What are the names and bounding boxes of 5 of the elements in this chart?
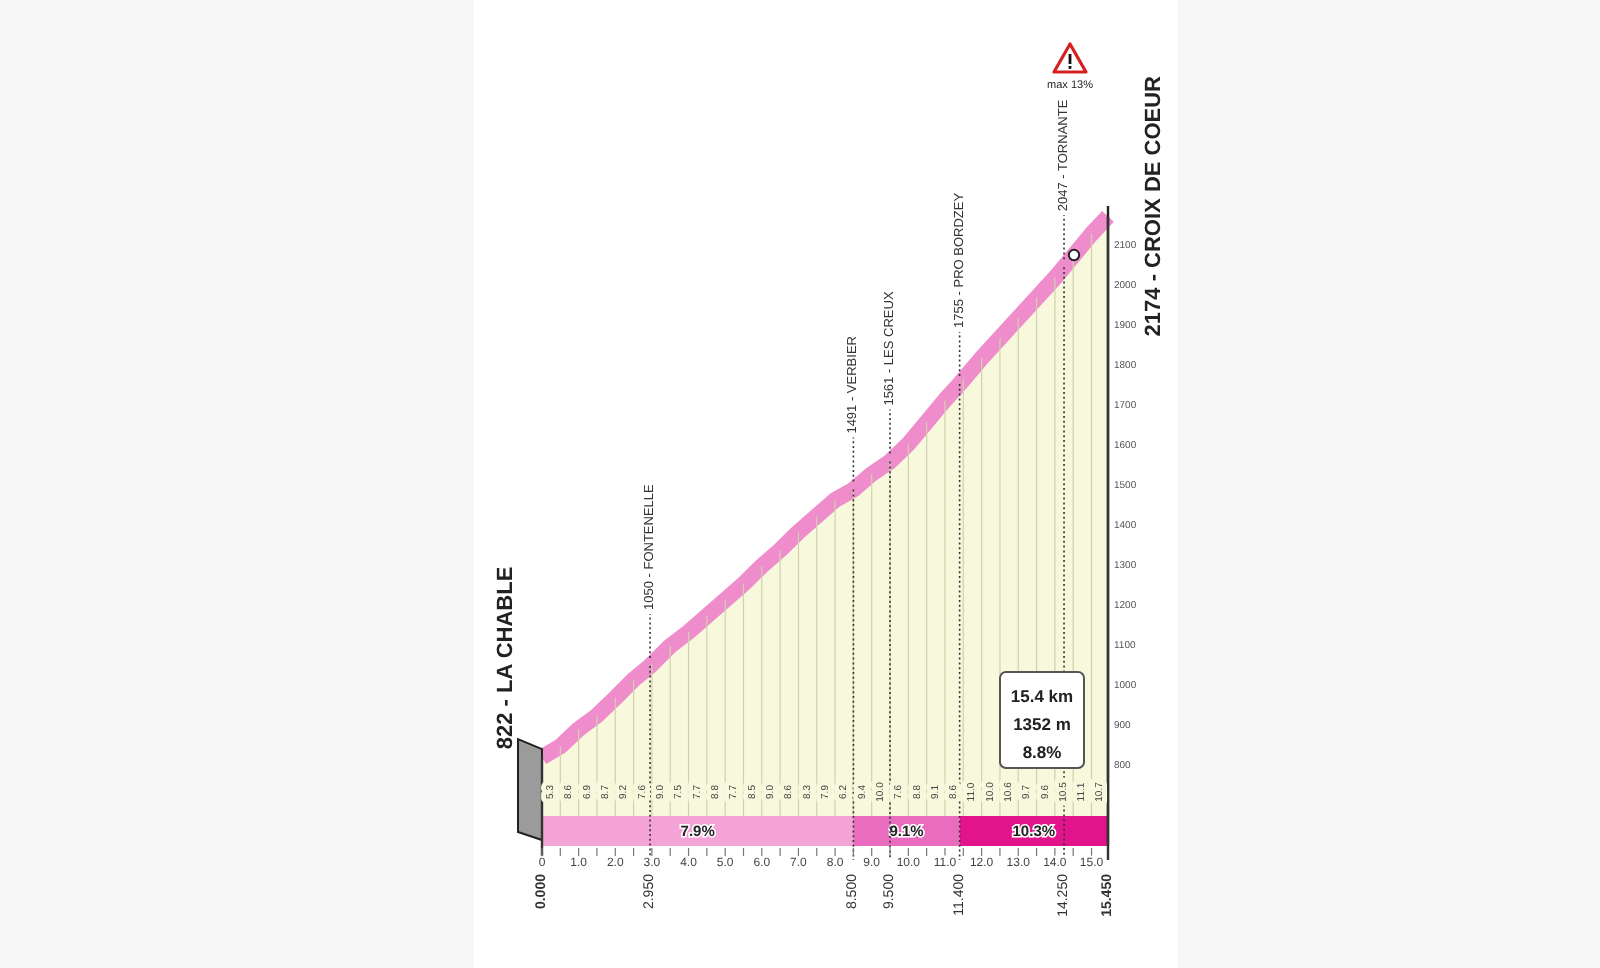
annotation: 2174 - CROIX DE COEUR <box>1142 75 1166 337</box>
annotation: 1352 m <box>1013 714 1072 734</box>
annotation: 822 - LA CHABLE <box>494 566 518 750</box>
annotation: 8.8% <box>1022 742 1063 762</box>
annotation: 15.4 km <box>1010 686 1075 706</box>
